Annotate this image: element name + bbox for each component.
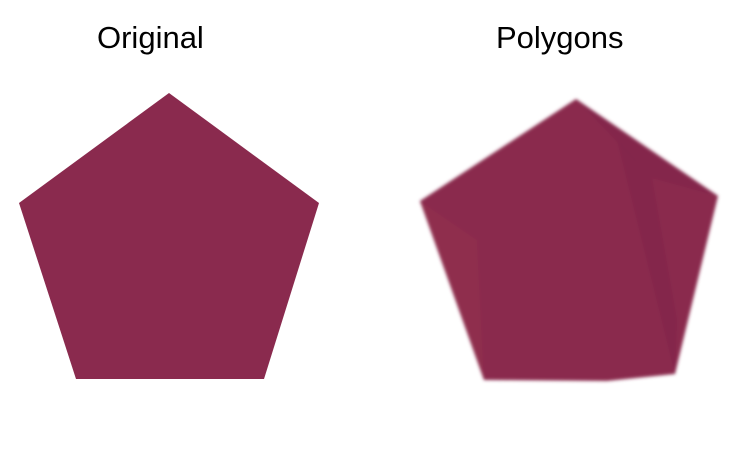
original-pentagon <box>19 93 319 379</box>
original-title: Original <box>97 20 204 55</box>
original-panel: Original <box>19 20 319 379</box>
original-pentagon-figure <box>19 93 319 379</box>
polygons-title: Polygons <box>496 20 624 55</box>
polygons-approximation <box>420 99 718 381</box>
polygons-facet <box>420 201 484 380</box>
polygons-pentagon-figure <box>420 99 718 381</box>
polygons-panel: Polygons <box>377 0 754 450</box>
polygons-facet <box>617 140 677 374</box>
polygons-facet <box>576 99 718 196</box>
